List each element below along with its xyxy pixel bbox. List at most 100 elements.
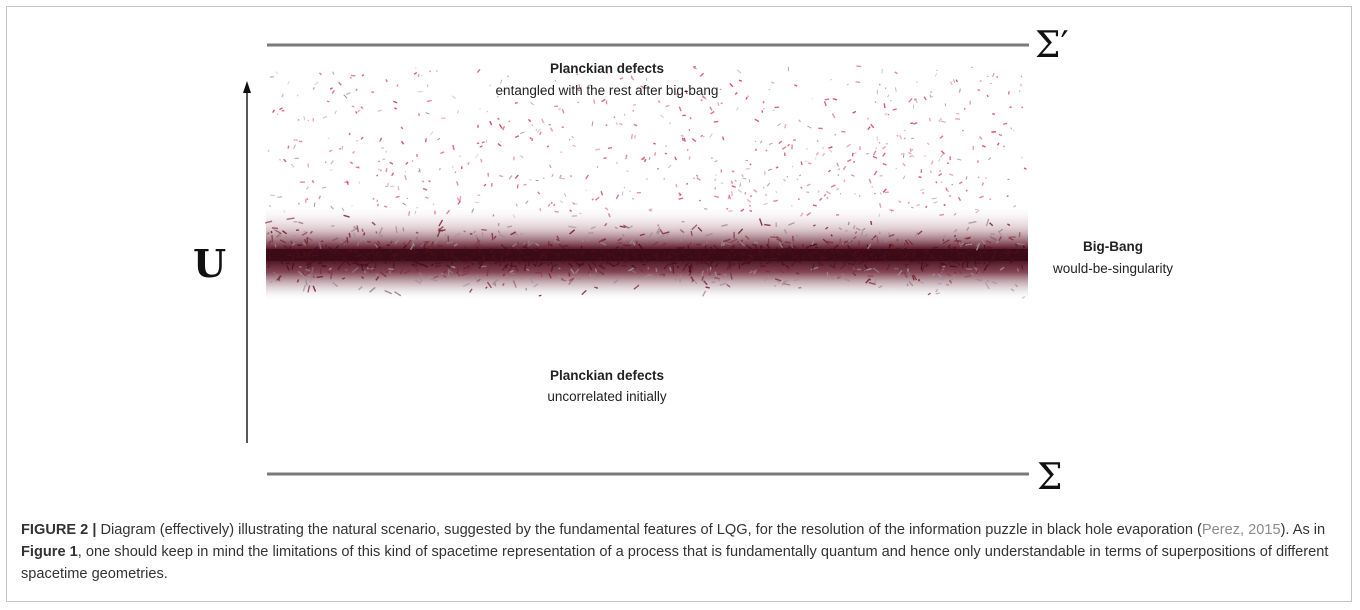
band-speck: [625, 254, 629, 262]
band-speck: [769, 248, 776, 256]
band-speck: [958, 269, 963, 275]
band-speck: [291, 242, 296, 246]
band-speck: [558, 243, 566, 250]
band-speck: [708, 258, 713, 265]
band-speck: [696, 257, 701, 263]
band-speck: [949, 265, 958, 268]
band-speck: [556, 235, 560, 240]
band-speck: [672, 265, 675, 274]
band-speck: [400, 256, 403, 261]
band-speck: [363, 270, 367, 274]
band-speck: [729, 272, 733, 280]
band-speck: [334, 259, 338, 262]
band-speck: [786, 267, 789, 273]
defect-mark: [882, 162, 887, 166]
band-speck: [694, 236, 701, 240]
band-speck: [897, 269, 903, 277]
band-speck: [793, 277, 800, 282]
defect-mark: [695, 174, 699, 177]
band-speck: [947, 244, 951, 249]
defect-mark: [675, 184, 678, 188]
band-speck: [631, 264, 637, 269]
defect-mark: [508, 120, 511, 123]
defect-mark: [428, 180, 431, 183]
defect-mark: [591, 198, 594, 201]
caption-text-3: , one should keep in mind the limitation…: [21, 544, 1329, 582]
band-speck: [753, 241, 759, 244]
defect-mark: [674, 156, 678, 161]
defect-mark: [606, 71, 609, 75]
band-speck: [912, 274, 918, 281]
defect-mark: [945, 187, 948, 191]
band-speck: [670, 255, 673, 258]
band-speck: [748, 248, 754, 254]
defect-mark: [303, 115, 306, 120]
band-speck: [681, 249, 685, 254]
band-speck: [595, 256, 602, 260]
band-speck: [964, 275, 972, 278]
band-speck: [869, 248, 873, 251]
band-speck: [655, 254, 659, 261]
band-speck: [644, 251, 648, 255]
band-speck: [937, 273, 944, 281]
band-speck: [589, 273, 592, 278]
defect-mark: [528, 118, 532, 123]
band-speck: [509, 271, 516, 275]
band-speck: [609, 258, 612, 261]
band-speck: [731, 249, 734, 253]
band-speck: [286, 217, 295, 221]
defect-mark: [287, 80, 290, 85]
band-speck: [888, 232, 891, 239]
defect-mark: [826, 196, 829, 200]
band-speck: [708, 269, 711, 276]
band-speck: [363, 250, 368, 254]
defect-mark: [630, 134, 634, 140]
defect-mark: [619, 77, 624, 80]
big-bang-band-texture: [264, 214, 1027, 299]
defect-mark: [686, 182, 689, 185]
band-speck: [970, 272, 974, 276]
band-speck: [766, 243, 772, 252]
defect-mark: [1007, 91, 1010, 95]
band-speck: [908, 280, 914, 287]
band-speck: [418, 272, 424, 278]
band-speck: [516, 233, 519, 237]
defect-mark: [426, 99, 432, 103]
defect-mark: [295, 138, 298, 142]
band-speck: [378, 256, 384, 264]
caption-reference-link[interactable]: Perez, 2015: [1201, 522, 1281, 538]
defect-mark: [418, 169, 421, 173]
band-speck: [722, 238, 731, 243]
band-speck: [729, 262, 732, 270]
defect-mark: [497, 143, 502, 147]
defect-mark: [930, 160, 934, 165]
defect-mark: [330, 160, 334, 165]
band-speck: [754, 253, 758, 257]
defect-mark: [379, 137, 383, 142]
caption-figure-ref-link[interactable]: Figure 1: [21, 544, 78, 560]
band-speck: [752, 269, 757, 275]
defect-mark: [535, 128, 538, 131]
defect-mark: [678, 197, 684, 200]
band-speck: [581, 250, 585, 259]
defect-mark: [836, 162, 840, 167]
band-speck: [911, 251, 917, 259]
defect-mark: [923, 96, 927, 101]
band-speck: [557, 275, 563, 280]
band-speck: [790, 241, 794, 249]
band-speck: [599, 241, 607, 246]
band-speck: [923, 255, 926, 262]
defect-mark: [949, 173, 954, 177]
band-speck: [832, 257, 838, 264]
band-speck: [461, 255, 468, 260]
band-speck: [796, 258, 802, 264]
band-speck: [449, 249, 455, 257]
band-speck: [714, 261, 720, 268]
band-speck: [491, 232, 494, 241]
defect-mark: [681, 137, 684, 142]
band-speck: [493, 282, 497, 287]
defect-mark: [902, 153, 905, 158]
defect-mark: [376, 174, 379, 177]
defect-mark: [754, 148, 758, 152]
band-speck: [836, 276, 841, 280]
